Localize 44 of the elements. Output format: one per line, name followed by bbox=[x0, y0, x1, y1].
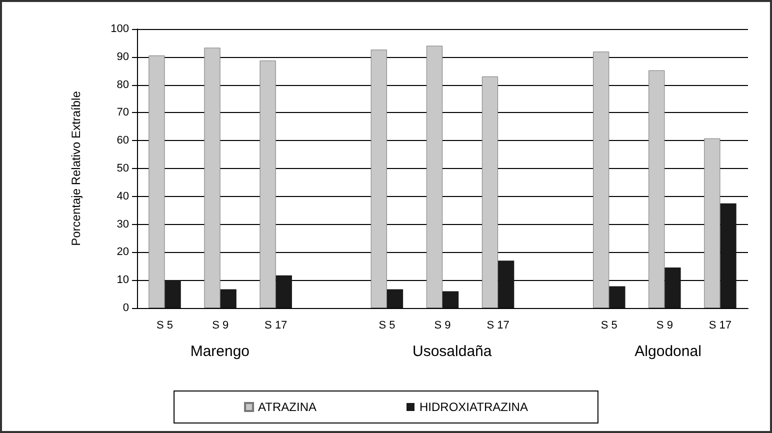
bar bbox=[386, 289, 404, 308]
y-tick-label: 70 bbox=[116, 106, 129, 119]
bar bbox=[204, 48, 220, 308]
x-tick-label: S 17 bbox=[264, 320, 288, 332]
bar bbox=[370, 50, 387, 308]
y-tick-label: 10 bbox=[116, 274, 129, 286]
bar bbox=[648, 70, 665, 308]
y-tick-label: 100 bbox=[110, 23, 129, 35]
bar bbox=[609, 286, 626, 308]
y-tick-label: 90 bbox=[116, 50, 129, 63]
text: Marengo bbox=[190, 343, 250, 360]
text: Usosaldaña bbox=[412, 343, 492, 360]
x-tick-label: S 5 bbox=[156, 320, 174, 332]
bar bbox=[164, 280, 181, 308]
text: Algodonal bbox=[634, 343, 702, 360]
bar bbox=[148, 56, 165, 308]
bar bbox=[426, 46, 442, 308]
bar bbox=[220, 289, 236, 308]
bar bbox=[276, 275, 292, 308]
y-tick-label: 50 bbox=[116, 162, 129, 174]
bar bbox=[664, 268, 681, 308]
y-tick-label: 40 bbox=[116, 190, 129, 202]
bar bbox=[482, 76, 498, 308]
bar bbox=[593, 52, 610, 308]
bar bbox=[442, 291, 459, 308]
y-tick-label: 0 bbox=[122, 302, 129, 314]
x-tick-label: S 9 bbox=[656, 320, 673, 332]
y-tick-label: 20 bbox=[116, 246, 129, 258]
legend-label: ATRAZINA bbox=[258, 400, 317, 414]
bar bbox=[260, 60, 276, 308]
legend-label: HIDROXIATRAZINA bbox=[420, 400, 528, 414]
bar bbox=[704, 138, 720, 308]
y-tick-label: 30 bbox=[116, 218, 129, 230]
bar bbox=[498, 260, 514, 308]
x-tick-label: S 5 bbox=[378, 320, 396, 332]
y-tick-label: 60 bbox=[116, 134, 129, 147]
x-tick-label: S 9 bbox=[212, 320, 229, 332]
x-tick-label: S 9 bbox=[434, 320, 451, 332]
y-tick-label: 80 bbox=[116, 78, 129, 91]
x-tick-label: S 5 bbox=[600, 320, 618, 332]
x-tick-label: S 17 bbox=[708, 320, 732, 332]
x-tick-label: S 17 bbox=[486, 320, 510, 332]
bar bbox=[720, 203, 736, 308]
y-axis-title: Porcentaje Relativo Extraíble bbox=[69, 90, 83, 246]
